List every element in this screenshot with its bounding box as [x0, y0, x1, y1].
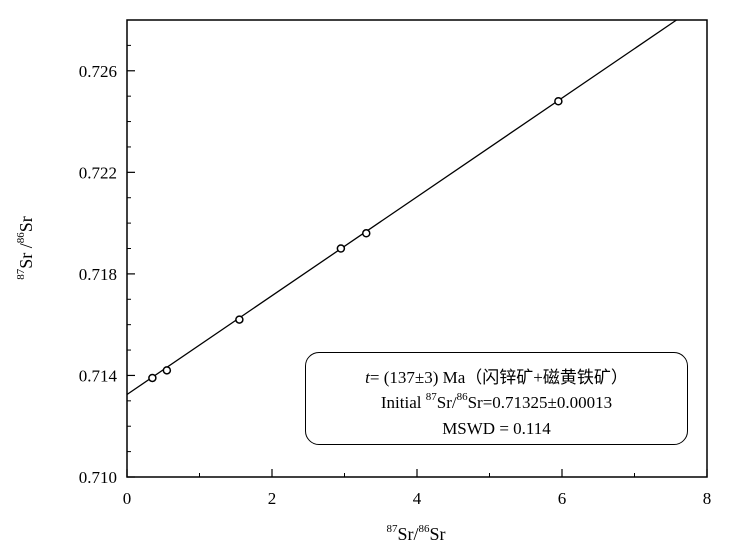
x-axis-title: 87Sr/86Sr	[386, 523, 445, 544]
y-axis-title-part2: Sr	[16, 216, 36, 232]
x-axis-title-sup2: 86	[419, 523, 431, 535]
x-tick-label: 6	[558, 489, 567, 508]
tick-layer: 0 2 4 6 8 0.710 0.714 0.718 0.722 0.726	[79, 44, 712, 508]
x-tick-label: 8	[703, 489, 712, 508]
x-axis-title-part2: Sr	[430, 524, 446, 544]
y-tick-label: 0.710	[79, 468, 117, 487]
x-tick-label: 2	[268, 489, 277, 508]
initial-sup1: 87	[425, 391, 437, 403]
y-axis-title-sup1: 87	[15, 268, 27, 280]
isochron-fit-line	[126, 19, 677, 396]
x-axis-title-part1: Sr/	[397, 524, 418, 544]
y-tick-label: 0.714	[79, 366, 118, 385]
data-point	[336, 244, 346, 253]
initial-label: Initial	[380, 393, 426, 412]
x-tick-label: 0	[123, 489, 132, 508]
data-point	[162, 366, 172, 375]
initial-part2: Sr=0.71325±0.00013	[467, 393, 613, 412]
annotation-box: t= (137±3) Ma（闪锌矿+磁黄铁矿） Initial 87Sr/86S…	[305, 352, 688, 445]
y-axis-title-part1: Sr /	[16, 243, 36, 269]
y-tick-label: 0.718	[79, 265, 117, 284]
data-point	[554, 96, 563, 106]
x-axis-title-sup1: 87	[386, 523, 398, 535]
fit-line-layer	[126, 19, 677, 396]
y-axis-title: 87Sr /86Sr	[15, 216, 36, 280]
y-tick-label: 0.722	[79, 163, 117, 182]
y-tick-label: 0.726	[79, 62, 117, 81]
data-point	[148, 373, 157, 383]
point-layer	[148, 96, 563, 383]
annotation-initial-ratio: Initial 87Sr/86Sr=0.71325±0.00013	[306, 391, 687, 413]
age-symbol: t	[365, 368, 370, 387]
initial-sup2: 86	[456, 391, 468, 403]
data-point	[235, 315, 244, 324]
age-value: = (137±3) Ma（闪锌矿+磁黄铁矿）	[369, 368, 628, 387]
initial-part1: Sr/	[436, 393, 457, 412]
x-tick-label: 4	[413, 489, 422, 508]
y-axis-title-sup2: 86	[15, 232, 27, 244]
annotation-age: t= (137±3) Ma（闪锌矿+磁黄铁矿）	[306, 363, 687, 388]
annotation-mswd: MSWD = 0.114	[442, 419, 551, 438]
data-point	[362, 229, 371, 238]
